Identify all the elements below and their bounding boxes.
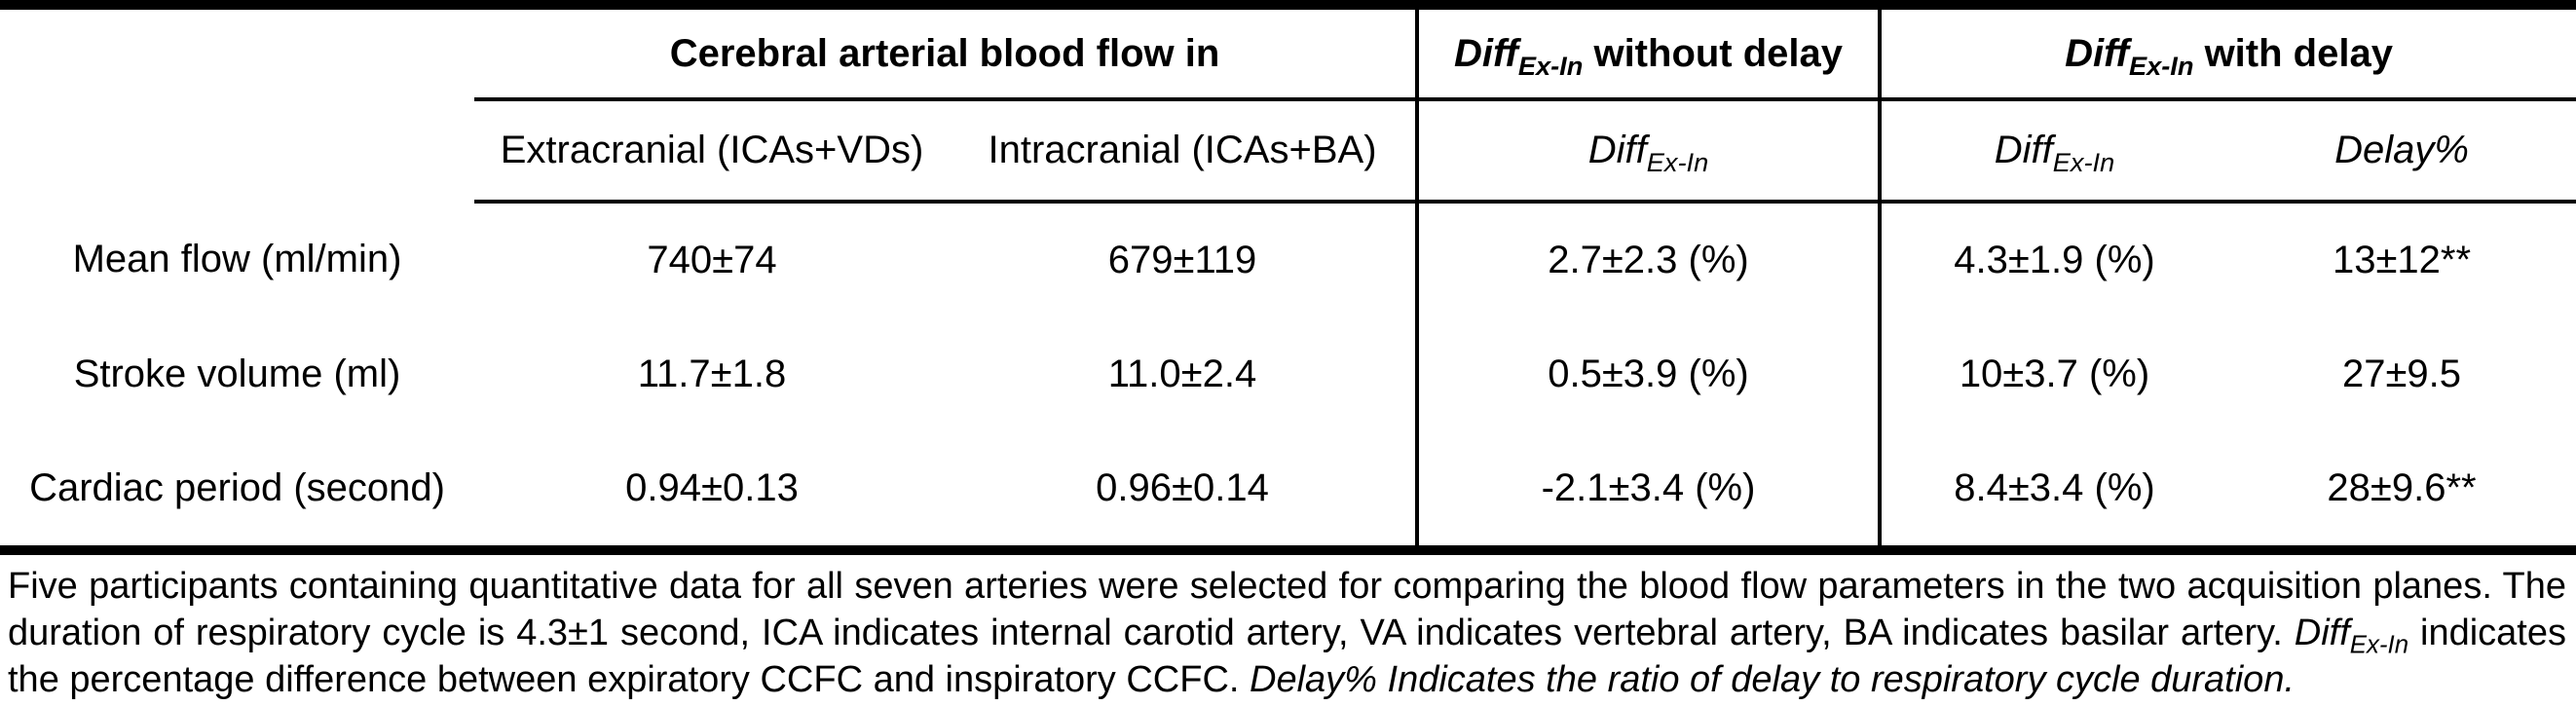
table-cell: 0.96±0.14 [950,431,1419,555]
table-cell: 11.7±1.8 [637,353,787,395]
table-cell: 13±12** [2332,239,2472,281]
footnote-text: Five participants containing quantitativ… [8,566,2566,700]
group-header-without-delay-rest: without delay [1583,31,1844,75]
table-cell: 4.3±1.9 (%) [1954,239,2155,281]
table-cell: 0.5±3.9 (%) [1417,317,1882,431]
diff-ex-in-label: DiffEx-In [1994,129,2115,177]
group-header-diff-with-delay: DiffEx-In with delay [1880,0,2576,101]
row-label: Mean flow (ml/min) [72,238,402,280]
table-row-stroke-volume: Stroke volume (ml) 11.7±1.8 11.0±2.4 0.5… [0,317,2576,431]
table-cell: 27±9.5 [2341,353,2462,395]
group-header-blood-flow: Cerebral arterial blood flow in [474,0,1419,101]
results-table: Cerebral arterial blood flow in DiffEx-I… [0,0,2576,555]
col-header-extracranial: Extracranial (ICAs+VDs) [474,99,950,204]
table-cell: 0.94±0.13 [474,431,950,555]
col-header-intracranial: Intracranial (ICAs+BA) [950,99,1419,204]
group-header-row: Cerebral arterial blood flow in DiffEx-I… [0,0,2576,101]
table-row-mean-flow: Mean flow (ml/min) 740±74 679±119 2.7±2.… [0,202,2576,317]
diff-ex-in-label: DiffEx-In [1453,31,1584,81]
col-header-delay-percent: Delay% [2227,99,2576,204]
table-cell: 28±9.6** [2227,431,2576,555]
table-cell: 8.4±3.4 (%) [1880,431,2227,555]
row-label: Cardiac period (second) [0,431,474,555]
table-row-cardiac-period: Cardiac period (second) 0.94±0.13 0.96±0… [0,431,2576,555]
table-cell: 679±119 [950,202,1419,317]
corner-cell [0,0,474,99]
table-cell: 2.7±2.3 (%) [1417,202,1882,317]
group-header-with-delay-rest: with delay [2193,31,2393,75]
corner-cell [0,99,474,202]
diff-ex-in-label: DiffEx-In [1587,129,1709,177]
row-label: Stroke volume (ml) [73,353,401,395]
col-header-diff-without: DiffEx-In [1417,99,1882,204]
table-cell: 740±74 [647,239,777,281]
table-cell: -2.1±3.4 (%) [1417,431,1882,555]
table-cell: 11.0±2.4 [950,317,1419,431]
group-header-blood-flow-label: Cerebral arterial blood flow in [669,31,1220,75]
group-header-diff-without-delay: DiffEx-In without delay [1417,0,1882,101]
col-header-diff-with: DiffEx-In [1880,99,2227,204]
table-cell: 10±3.7 (%) [1959,353,2150,395]
diff-ex-in-label: DiffEx-In [2065,31,2194,81]
column-header-row: Extracranial (ICAs+VDs) Intracranial (IC… [0,99,2576,204]
